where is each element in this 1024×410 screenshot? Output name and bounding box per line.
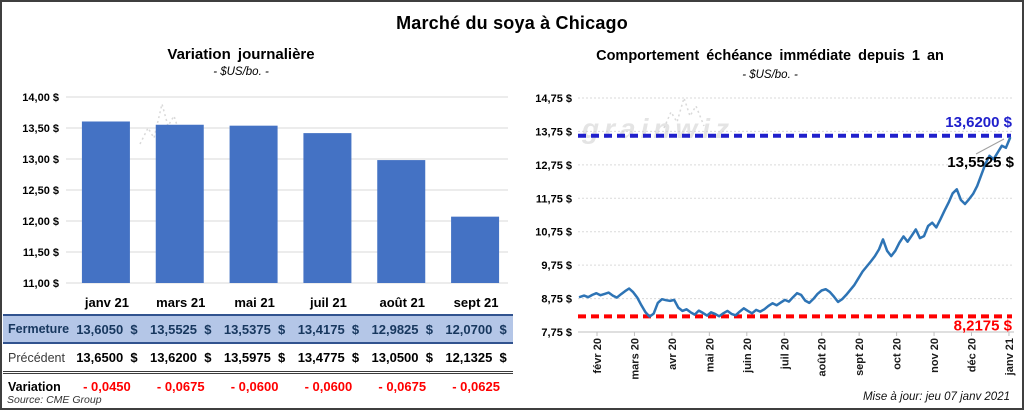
y-tick-label: 13,75 $: [535, 126, 572, 138]
column-header: juil 21: [309, 294, 347, 310]
variation-value: - 0,0675: [378, 379, 427, 394]
row-label-variation: Variation: [8, 379, 61, 394]
bar: [229, 125, 278, 283]
y-tick-label: 11,00 $: [23, 278, 59, 290]
bar: [155, 124, 204, 283]
x-tick-label: juil 20: [779, 338, 791, 370]
precedent-value: 13,5975 $: [223, 350, 286, 365]
x-tick-label: mai 20: [704, 338, 716, 372]
x-tick-label: avr 20: [667, 338, 679, 370]
bar-chart-title: Variation journalière: [167, 46, 315, 63]
previous-close-label: 13,6200 $: [945, 114, 1012, 131]
variation-value: - 0,0675: [156, 379, 205, 394]
variation-value: - 0,0450: [83, 379, 131, 394]
column-header: mars 21: [156, 294, 206, 310]
corner-cell: [3, 290, 70, 314]
bar-chart-subtitle: - $US/bo. -: [213, 66, 269, 78]
variation-value: - 0,0600: [304, 379, 353, 394]
x-tick-label: févr 20: [592, 338, 604, 373]
table-row-precedent: Précédent 13,6500 $ 13,6200 $ 13,5975 $ 13,4…: [3, 344, 513, 374]
x-tick-label: août 20: [817, 338, 829, 377]
x-tick-label: sept 20: [854, 338, 866, 376]
page-title: Marché du soya à Chicago: [396, 13, 628, 33]
bar: [81, 121, 130, 283]
x-tick-label: juin 20: [742, 338, 754, 374]
x-tick-label: mars 20: [629, 338, 641, 380]
column-header: août 21: [379, 294, 425, 310]
table-row-thead: janv 21 mars 21 mai 21 juil 21 août 21 sept 2…: [3, 290, 513, 314]
low-value-label: 8,2175 $: [954, 317, 1013, 334]
line-chart-subtitle: - $US/bo. -: [742, 69, 798, 81]
x-tick-label: oct 20: [892, 338, 904, 370]
y-tick-label: 10,75 $: [535, 227, 572, 239]
y-tick-label: 13,00 $: [22, 154, 59, 166]
precedent-value: 13,0500 $: [371, 350, 433, 365]
y-tick-label: 14,75 $: [535, 93, 572, 105]
precedent-value: 13,4775 $: [297, 350, 360, 365]
fermeture-value: 13,5375 $: [223, 321, 286, 337]
price-line: [578, 136, 1012, 318]
fermeture-value: 13,4175 $: [297, 321, 360, 337]
price-table: janv 21 mars 21 mai 21 juil 21 août 21 sept 2…: [3, 290, 513, 399]
last-value-label: 13,5525 $: [947, 154, 1014, 171]
y-tick-label: 8,75 $: [541, 294, 572, 306]
x-tick-label: janv 21: [1004, 338, 1016, 376]
row-label-precedent: Précédent: [8, 350, 65, 365]
updated-note: Mise à jour: jeu 07 janv 2021: [862, 391, 1010, 403]
row-label-fermeture: Fermeture: [8, 322, 70, 336]
variation-value: - 0,0625: [452, 379, 500, 394]
callout-leader-line: [975, 138, 1005, 155]
table-row-fermeture: Fermeture 13,6050 $ 13,5525 $ 13,5375 $ 13,4…: [3, 314, 513, 344]
fermeture-value: 13,5525 $: [150, 321, 212, 337]
precedent-value: 13,6500 $: [76, 350, 138, 365]
variation-value: - 0,0600: [230, 379, 279, 394]
y-tick-label: 7,75 $: [541, 327, 572, 339]
x-tick-label: déc 20: [967, 338, 979, 372]
y-tick-label: 9,75 $: [541, 260, 572, 272]
column-header: mai 21: [234, 294, 275, 310]
fermeture-value: 13,6050 $: [76, 321, 138, 337]
x-tick-label: nov 20: [929, 338, 941, 373]
y-tick-label: 13,50 $: [22, 123, 59, 135]
y-tick-label: 14,00 $: [22, 92, 59, 104]
fermeture-value: 12,9825 $: [371, 321, 433, 337]
y-tick-label: 12,00 $: [22, 216, 59, 228]
precedent-value: 13,6200 $: [150, 350, 212, 365]
column-header: sept 21: [453, 294, 499, 310]
column-header: janv 21: [84, 294, 129, 310]
bar: [303, 133, 352, 283]
bar: [377, 160, 426, 283]
y-tick-label: 12,75 $: [535, 160, 572, 172]
bar-chart: 14,00 $ 13,50 $ 13,00 $ 12,50 $ 12,00 $ 11,50…: [22, 92, 508, 290]
table-row-variation: Variation - 0,0450 - 0,0675 - 0,0600 - 0,060…: [3, 374, 513, 399]
y-tick-label: 11,75 $: [536, 193, 572, 205]
y-tick-label: 12,50 $: [22, 185, 59, 197]
watermark-text: grainwiz: [581, 113, 734, 144]
source-note: Source: CME Group: [7, 394, 102, 406]
line-chart-title: Comportement échéance immédiate depuis 1…: [596, 48, 944, 64]
precedent-value: 12,1325 $: [445, 350, 507, 365]
fermeture-value: 12,0700 $: [445, 321, 507, 337]
bar: [451, 216, 500, 283]
watermark-logo: grainwiz: [581, 95, 734, 144]
y-tick-label: 11,50 $: [23, 247, 59, 259]
line-chart: 14,75 $ 13,75 $ 12,75 $ 11,75 $ 10,75 $ 9,75 …: [535, 93, 1016, 380]
